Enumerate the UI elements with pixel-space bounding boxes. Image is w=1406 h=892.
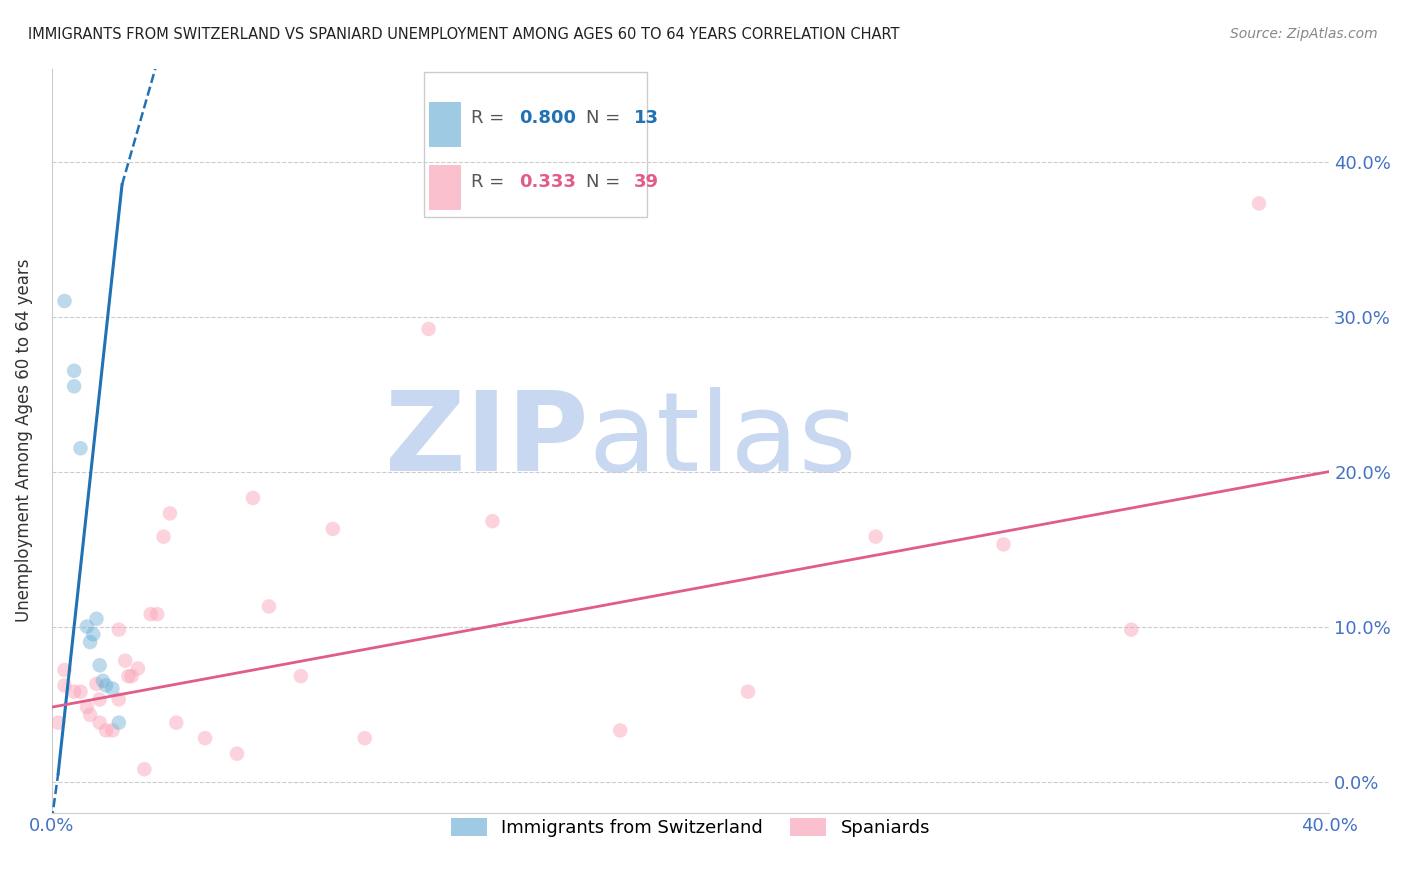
Point xyxy=(91,673,114,688)
Text: R =: R = xyxy=(471,110,510,128)
Point xyxy=(165,715,187,730)
Point xyxy=(53,678,76,692)
Point xyxy=(1247,196,1270,211)
Point xyxy=(63,364,86,378)
Point xyxy=(226,747,249,761)
Text: ZIP: ZIP xyxy=(385,387,588,494)
Point xyxy=(53,293,76,308)
Bar xyxy=(429,102,461,146)
Point xyxy=(89,658,111,673)
Bar xyxy=(423,72,647,218)
Point xyxy=(53,663,76,677)
Point xyxy=(127,661,149,675)
Point xyxy=(609,723,631,738)
Point xyxy=(152,530,174,544)
Point xyxy=(89,692,111,706)
Point xyxy=(108,692,131,706)
Point xyxy=(69,442,91,456)
Point xyxy=(353,731,375,746)
Text: N =: N = xyxy=(586,110,626,128)
Point xyxy=(86,677,108,691)
Text: R =: R = xyxy=(471,173,510,191)
Point xyxy=(121,669,143,683)
Point xyxy=(101,681,124,696)
Text: 0.333: 0.333 xyxy=(519,173,576,191)
Text: 13: 13 xyxy=(634,110,659,128)
Text: N =: N = xyxy=(586,173,626,191)
Text: Source: ZipAtlas.com: Source: ZipAtlas.com xyxy=(1230,27,1378,41)
Point xyxy=(322,522,344,536)
Point xyxy=(79,707,101,722)
Point xyxy=(865,530,887,544)
Bar xyxy=(429,165,461,210)
Point xyxy=(108,715,131,730)
Text: atlas: atlas xyxy=(588,387,856,494)
Text: 39: 39 xyxy=(634,173,659,191)
Text: IMMIGRANTS FROM SWITZERLAND VS SPANIARD UNEMPLOYMENT AMONG AGES 60 TO 64 YEARS C: IMMIGRANTS FROM SWITZERLAND VS SPANIARD … xyxy=(28,27,900,42)
Point xyxy=(94,678,117,692)
Y-axis label: Unemployment Among Ages 60 to 64 years: Unemployment Among Ages 60 to 64 years xyxy=(15,259,32,623)
Point xyxy=(86,612,108,626)
Point xyxy=(481,514,503,528)
Point xyxy=(63,684,86,698)
Point xyxy=(114,654,136,668)
Point xyxy=(1121,623,1143,637)
Point xyxy=(134,762,156,776)
Point xyxy=(94,723,117,738)
Legend: Immigrants from Switzerland, Spaniards: Immigrants from Switzerland, Spaniards xyxy=(443,811,938,845)
Point xyxy=(101,723,124,738)
Point xyxy=(194,731,217,746)
Point xyxy=(76,700,98,714)
Point xyxy=(69,684,91,698)
Point xyxy=(79,635,101,649)
Point xyxy=(242,491,264,505)
Point xyxy=(418,322,440,336)
Point xyxy=(89,715,111,730)
Point xyxy=(63,379,86,393)
Point xyxy=(737,684,759,698)
Point xyxy=(290,669,312,683)
Point xyxy=(159,507,181,521)
Point xyxy=(82,627,104,641)
Point xyxy=(76,619,98,633)
Point xyxy=(139,607,162,622)
Point xyxy=(46,715,69,730)
Point xyxy=(146,607,169,622)
Point xyxy=(117,669,139,683)
Text: 0.800: 0.800 xyxy=(519,110,576,128)
Point xyxy=(993,537,1015,551)
Point xyxy=(257,599,280,614)
Point xyxy=(108,623,131,637)
